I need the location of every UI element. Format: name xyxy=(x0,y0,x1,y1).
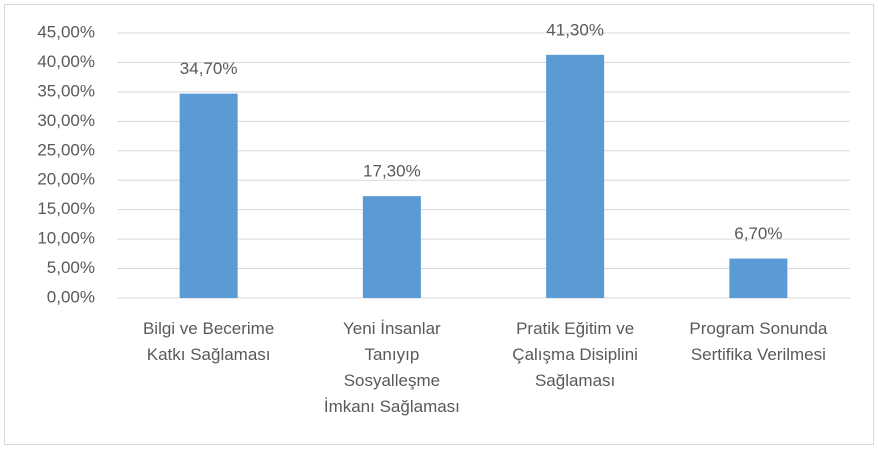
bar xyxy=(179,93,238,299)
y-tick-label: 10,00% xyxy=(37,229,95,248)
x-tick-label: Pratik Eğitim ve Çalışma Disiplini Sağla… xyxy=(512,319,638,390)
y-tick-label: 20,00% xyxy=(37,170,95,189)
y-tick-label: 25,00% xyxy=(37,140,95,159)
y-tick-label: 5,00% xyxy=(47,258,95,277)
y-tick-label: 45,00% xyxy=(37,22,95,41)
y-tick-label: 0,00% xyxy=(47,287,95,306)
y-tick-label: 15,00% xyxy=(37,199,95,218)
y-tick-label: 30,00% xyxy=(37,111,95,130)
y-tick-label: 40,00% xyxy=(37,52,95,71)
y-tick-label: 35,00% xyxy=(37,81,95,100)
x-tick-label: Program Sonunda Sertifika Verilmesi xyxy=(689,319,828,364)
bar xyxy=(729,258,788,298)
data-label: 34,70% xyxy=(180,59,238,78)
data-label: 6,70% xyxy=(734,224,782,243)
data-label: 17,30% xyxy=(363,162,421,181)
data-label: 41,30% xyxy=(546,20,604,39)
bar xyxy=(546,54,605,299)
x-tick-label: Bilgi ve Becerime Katkı Sağlaması xyxy=(142,319,275,364)
bar xyxy=(362,196,421,298)
chart-border xyxy=(4,4,874,445)
x-tick-label: Yeni İnsanlar Tanıyıp Sosyalleşme İmkanı… xyxy=(323,319,460,416)
